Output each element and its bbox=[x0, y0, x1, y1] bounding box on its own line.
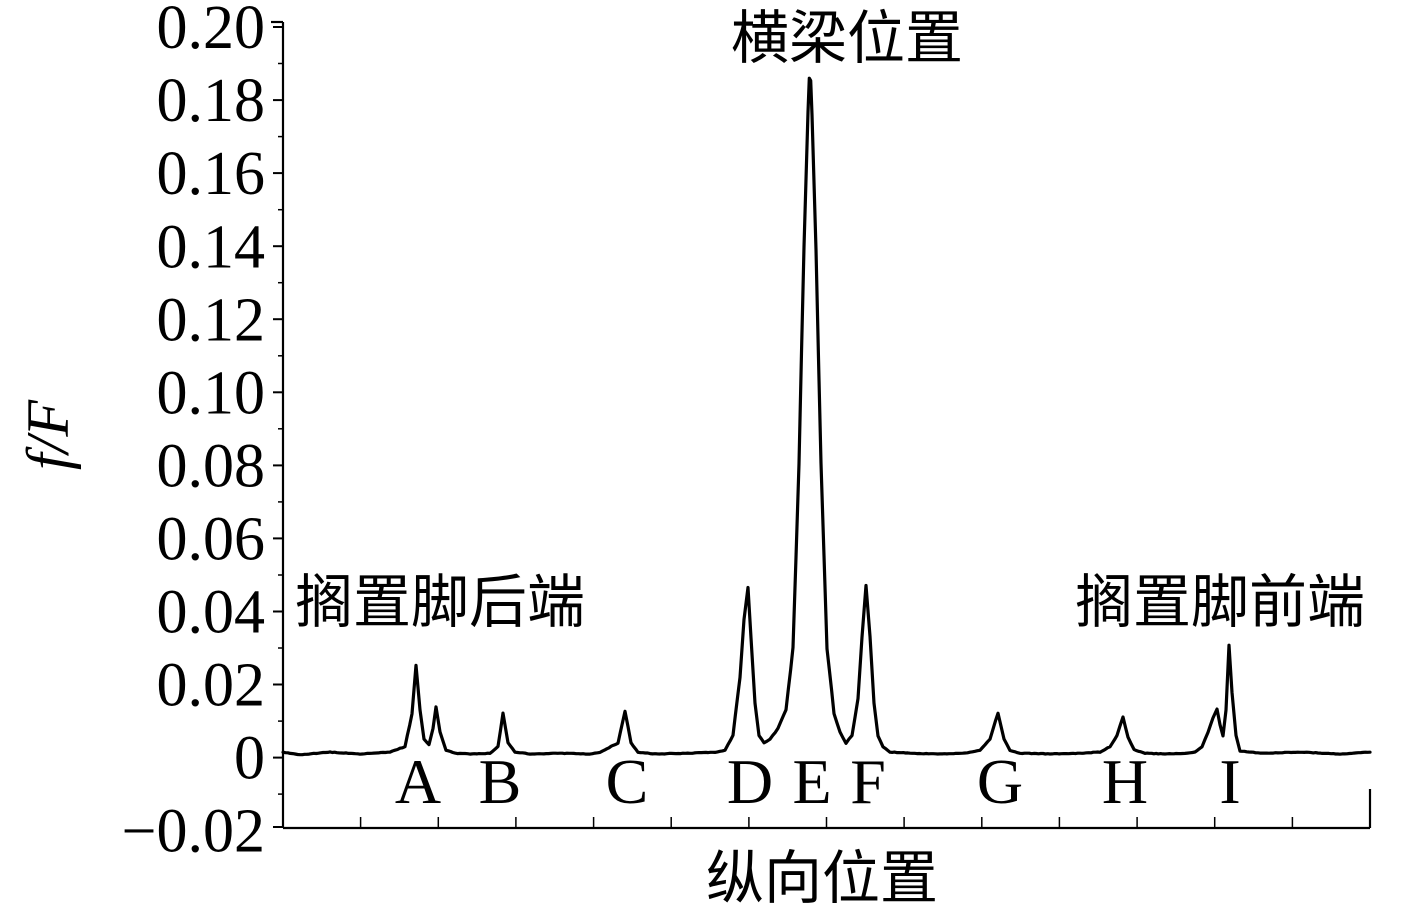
svg-text:0.16: 0.16 bbox=[157, 140, 266, 208]
svg-text:0.20: 0.20 bbox=[157, 0, 266, 62]
svg-text:f/F: f/F bbox=[15, 399, 81, 470]
svg-text:0.06: 0.06 bbox=[157, 506, 266, 574]
svg-text:搁置脚前端: 搁置脚前端 bbox=[1075, 570, 1365, 635]
svg-text:纵向位置: 纵向位置 bbox=[706, 846, 938, 911]
svg-text:0.04: 0.04 bbox=[157, 579, 266, 647]
svg-text:0.14: 0.14 bbox=[157, 213, 266, 281]
svg-text:0.08: 0.08 bbox=[157, 432, 266, 500]
svg-text:B: B bbox=[479, 746, 522, 817]
svg-text:I: I bbox=[1219, 746, 1240, 817]
svg-text:横梁位置: 横梁位置 bbox=[731, 6, 963, 71]
svg-text:0.02: 0.02 bbox=[157, 652, 266, 720]
svg-text:E: E bbox=[792, 746, 831, 817]
svg-text:F: F bbox=[850, 746, 886, 817]
svg-text:0.10: 0.10 bbox=[157, 359, 266, 427]
svg-text:D: D bbox=[727, 746, 773, 817]
svg-text:A: A bbox=[395, 746, 441, 817]
svg-text:−0.02: −0.02 bbox=[122, 798, 265, 866]
svg-text:搁置脚后端: 搁置脚后端 bbox=[295, 570, 585, 635]
svg-text:C: C bbox=[606, 746, 649, 817]
svg-text:0.18: 0.18 bbox=[157, 67, 266, 135]
svg-text:0: 0 bbox=[234, 725, 265, 793]
svg-text:H: H bbox=[1102, 746, 1148, 817]
svg-text:0.12: 0.12 bbox=[157, 286, 266, 354]
svg-text:G: G bbox=[977, 746, 1023, 817]
